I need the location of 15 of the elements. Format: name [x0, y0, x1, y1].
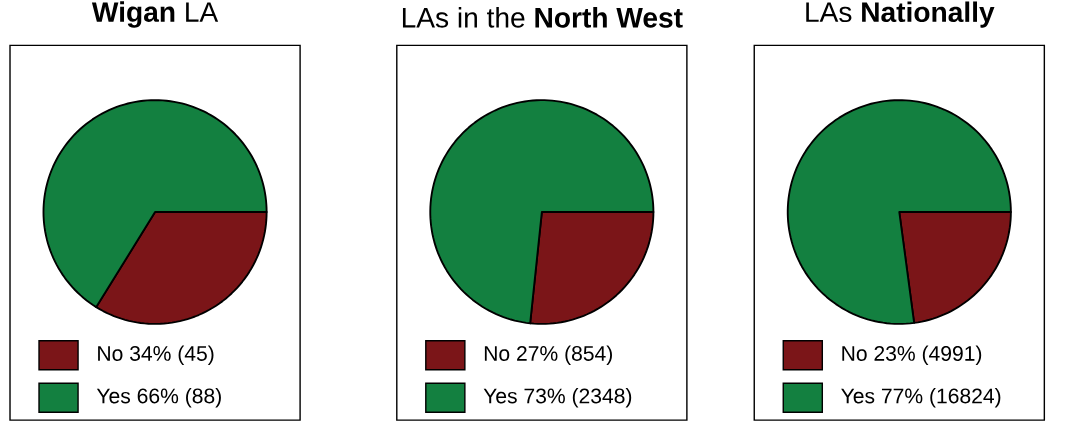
chart-title: LAs Nationally — [806, 1, 995, 28]
data-label: 77% (16824) — [881, 387, 1001, 408]
legend-label: Yes — [841, 388, 875, 404]
legend-label: No — [842, 346, 867, 361]
data-label: 73% (2348) — [524, 387, 632, 408]
legend-label: No — [484, 346, 510, 361]
legend-label: No — [98, 346, 123, 361]
data-label: 34% (45) — [130, 345, 214, 366]
chart-title: Wigan LA — [91, 1, 219, 28]
chart-title: LAs in the North West — [402, 6, 683, 28]
legend-label: Yes — [96, 388, 131, 404]
data-label: 66% (88) — [137, 387, 221, 408]
data-label: 23% (4991) — [874, 345, 982, 366]
data-label: 27% (854) — [517, 345, 612, 366]
legend-label: Yes — [483, 388, 517, 404]
